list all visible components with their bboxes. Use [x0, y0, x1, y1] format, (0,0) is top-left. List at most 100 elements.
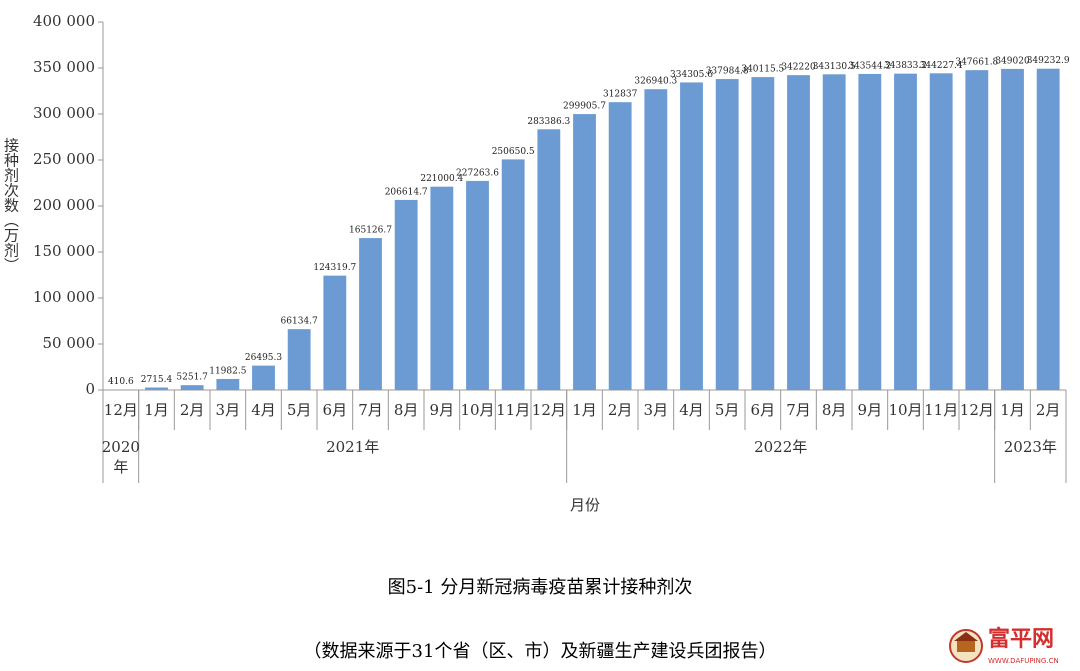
value-label: 26495.3 [245, 353, 282, 363]
x-tick-label: 4月 [251, 401, 276, 419]
bar [787, 75, 810, 391]
value-label: 312837 [603, 90, 638, 100]
bar [680, 82, 703, 391]
y-tick-label: 0 [85, 380, 95, 398]
chart-title: 图5-1 分月新冠病毒疫苗累计接种剂次 [388, 577, 693, 598]
value-label: 343833.2 [884, 61, 927, 71]
value-label: 221000.4 [420, 174, 463, 184]
bar [359, 238, 382, 390]
bar [929, 73, 953, 390]
bar [644, 89, 668, 390]
bar [537, 129, 561, 390]
x-tick-label: 11月 [924, 401, 958, 419]
bar [608, 102, 632, 391]
y-axis-label: 接种剂次数（万剂） [2, 138, 20, 273]
x-tick-label: 8月 [394, 401, 419, 419]
x-tick-label: 7月 [358, 401, 383, 419]
value-label: 342220 [781, 63, 816, 73]
x-tick-label: 9月 [858, 401, 883, 419]
bar [216, 378, 240, 390]
value-label: 344227.4 [920, 61, 963, 71]
y-tick-label: 400 000 [33, 12, 95, 30]
bar [252, 365, 275, 390]
year-label: 2020 年 [102, 438, 140, 476]
x-tick-label: 3月 [644, 401, 669, 419]
x-axis-label: 月份 [570, 496, 600, 514]
value-label: 227263.6 [456, 168, 499, 178]
value-label: 343130.5 [813, 62, 856, 72]
bar [858, 73, 882, 391]
bar [394, 199, 418, 390]
x-tick-label: 2月 [608, 401, 633, 419]
bar [466, 180, 489, 390]
value-label: 410.6 [108, 377, 134, 387]
x-tick-label: 7月 [786, 401, 811, 419]
x-tick-label: 9月 [430, 401, 455, 419]
bar [501, 159, 525, 390]
year-label: 2023年 [1004, 438, 1057, 456]
value-label: 334305.6 [670, 70, 713, 80]
x-tick-label: 12月 [532, 401, 566, 419]
y-tick-label: 150 000 [33, 242, 95, 260]
x-tick-label: 5月 [715, 401, 740, 419]
bar [145, 387, 168, 390]
value-label: 347661.8 [955, 58, 998, 68]
value-label: 299905.7 [563, 102, 606, 112]
x-tick-label: 10月 [460, 401, 494, 419]
bar [430, 186, 454, 390]
value-label: 340115.5 [741, 65, 784, 75]
value-label: 326940.3 [634, 77, 677, 87]
y-tick-label: 200 000 [33, 196, 95, 214]
y-tick-label: 50 000 [43, 334, 96, 352]
year-label: 2021年 [326, 438, 379, 456]
x-tick-label: 2月 [1036, 401, 1061, 419]
x-tick-label: 12月 [104, 401, 138, 419]
bar [965, 70, 989, 390]
y-tick-label: 300 000 [33, 104, 95, 122]
bar [287, 329, 311, 390]
value-label: 5251.7 [176, 373, 208, 383]
x-tick-label: 5月 [287, 401, 312, 419]
value-label: 165126.7 [349, 226, 392, 236]
x-tick-label: 8月 [822, 401, 847, 419]
x-tick-label: 4月 [679, 401, 704, 419]
x-tick-label: 1月 [144, 401, 169, 419]
x-tick-label: 12月 [960, 401, 994, 419]
chart-subtitle: （数据来源于31个省（区、市）及新疆生产建设兵团报告） [304, 641, 777, 662]
bar [1001, 68, 1024, 390]
value-label: 11982.5 [209, 366, 246, 376]
watermark-logo [949, 629, 983, 663]
x-tick-label: 2月 [180, 401, 205, 419]
value-label: 283386.3 [527, 117, 570, 127]
bar [180, 385, 204, 390]
value-label: 206614.7 [385, 187, 428, 197]
watermark-name: 富平网 [988, 626, 1054, 652]
value-label: 250650.5 [492, 147, 535, 157]
value-label: 66134.7 [281, 317, 318, 327]
bar [323, 275, 347, 390]
watermark-url: WWW.DAFUPING.CN [988, 657, 1059, 665]
year-label: 2022年 [754, 438, 807, 456]
bar [1036, 68, 1060, 390]
bar [573, 114, 596, 390]
value-label: 124319.7 [313, 263, 356, 273]
y-tick-label: 250 000 [33, 150, 95, 168]
value-label: 349232.9 [1027, 56, 1070, 66]
x-tick-label: 3月 [216, 401, 241, 419]
y-tick-label: 100 000 [33, 288, 95, 306]
value-label: 2715.4 [141, 375, 173, 385]
x-tick-label: 11月 [496, 401, 530, 419]
bar [751, 77, 775, 390]
x-tick-label: 10月 [888, 401, 922, 419]
x-tick-label: 6月 [751, 401, 776, 419]
x-tick-label: 1月 [572, 401, 597, 419]
value-label: 349020 [995, 56, 1030, 66]
bar [894, 73, 917, 390]
bar [715, 79, 739, 390]
value-label: 343544.2 [848, 61, 891, 71]
x-tick-label: 1月 [1000, 401, 1025, 419]
bar [822, 74, 846, 390]
value-label: 337984.8 [706, 67, 749, 77]
y-tick-label: 350 000 [33, 58, 95, 76]
